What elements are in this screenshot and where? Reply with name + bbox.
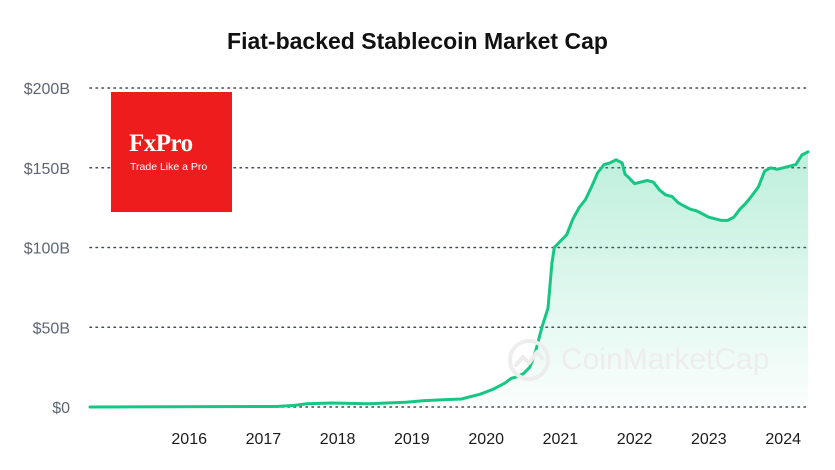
logo-tagline: Trade Like a Pro [130, 161, 208, 173]
data-point [633, 182, 636, 185]
data-point [623, 172, 627, 176]
data-point [423, 399, 426, 402]
data-point [794, 163, 798, 166]
data-point [590, 185, 593, 189]
data-point [546, 306, 550, 310]
data-point [639, 180, 643, 184]
data-point [596, 171, 600, 174]
logo-brand-text: FxPro [129, 130, 193, 157]
data-point [540, 326, 544, 329]
series-area-fill [90, 151, 808, 407]
data-point [305, 402, 309, 406]
data-point [571, 217, 575, 220]
x-tick-label: 2016 [171, 431, 207, 448]
data-point [510, 377, 513, 380]
x-tick-label: 2020 [468, 431, 504, 448]
data-point [577, 206, 581, 209]
y-tick-label: $0 [52, 400, 70, 417]
x-tick-label: 2023 [691, 431, 727, 448]
data-point [707, 215, 710, 219]
data-point [559, 239, 562, 243]
chart-title: Fiat-backed Stablecoin Market Cap [227, 28, 608, 54]
data-point [497, 385, 501, 388]
x-tick-label: 2024 [765, 431, 801, 448]
data-point [553, 246, 556, 249]
data-point [652, 180, 655, 184]
data-point [602, 163, 606, 166]
data-point [274, 405, 278, 408]
y-tick-label: $150B [24, 161, 70, 178]
data-point [689, 208, 692, 211]
y-axis-ticks: $0 $50B $100B $150B $200B [24, 81, 70, 417]
data-point [522, 372, 525, 375]
x-tick-label: 2018 [320, 431, 356, 448]
y-tick-label: $100B [24, 241, 70, 258]
y-tick-label: $200B [24, 81, 70, 98]
data-point [726, 219, 729, 222]
data-point [695, 209, 698, 213]
data-point [478, 393, 482, 396]
data-point [751, 193, 754, 197]
data-point [670, 195, 674, 198]
data-point [620, 161, 624, 165]
data-point [701, 212, 704, 216]
data-point [745, 201, 748, 205]
data-point [788, 164, 791, 168]
data-point [565, 233, 568, 236]
coinmarketcap-watermark: CoinMarketCap [507, 338, 769, 382]
data-point [775, 168, 779, 171]
data-point [503, 381, 507, 385]
data-point [757, 185, 760, 189]
data-point [367, 402, 370, 406]
data-point [614, 158, 618, 161]
data-point [658, 188, 661, 192]
data-point [720, 219, 723, 222]
data-point [738, 208, 742, 211]
series-line [88, 150, 810, 409]
data-point [677, 201, 680, 205]
data-point [385, 401, 389, 405]
data-point [608, 161, 611, 165]
data-point [806, 150, 810, 153]
y-tick-label: $50B [33, 320, 70, 337]
data-point [491, 388, 494, 391]
data-point [627, 176, 630, 179]
coinmarketcap-logo-icon [508, 339, 550, 381]
data-point [528, 365, 532, 369]
data-point [330, 401, 333, 405]
x-tick-label: 2022 [617, 431, 653, 448]
data-point [88, 405, 92, 409]
data-point [404, 401, 407, 404]
data-point [732, 215, 736, 219]
data-point [763, 169, 766, 173]
data-point [713, 217, 717, 220]
x-tick-label: 2021 [543, 431, 579, 448]
x-tick-label: 2017 [246, 431, 282, 448]
data-point [682, 204, 686, 208]
data-point [646, 179, 649, 182]
data-point [441, 398, 445, 402]
x-tick-label: 2019 [394, 431, 430, 448]
data-point [460, 397, 463, 401]
watermark-text: CoinMarketCap [561, 343, 770, 376]
x-axis-ticks: 2016 2017 2018 2019 2020 2021 2022 2023 2024 [171, 431, 801, 448]
data-point [584, 198, 587, 201]
data-point [800, 153, 804, 157]
data-point [769, 166, 772, 169]
data-point [550, 262, 554, 265]
data-point [293, 404, 296, 407]
data-point [664, 193, 667, 197]
data-point [781, 166, 785, 169]
fxpro-logo: FxPro Trade Like a Pro [111, 92, 232, 212]
